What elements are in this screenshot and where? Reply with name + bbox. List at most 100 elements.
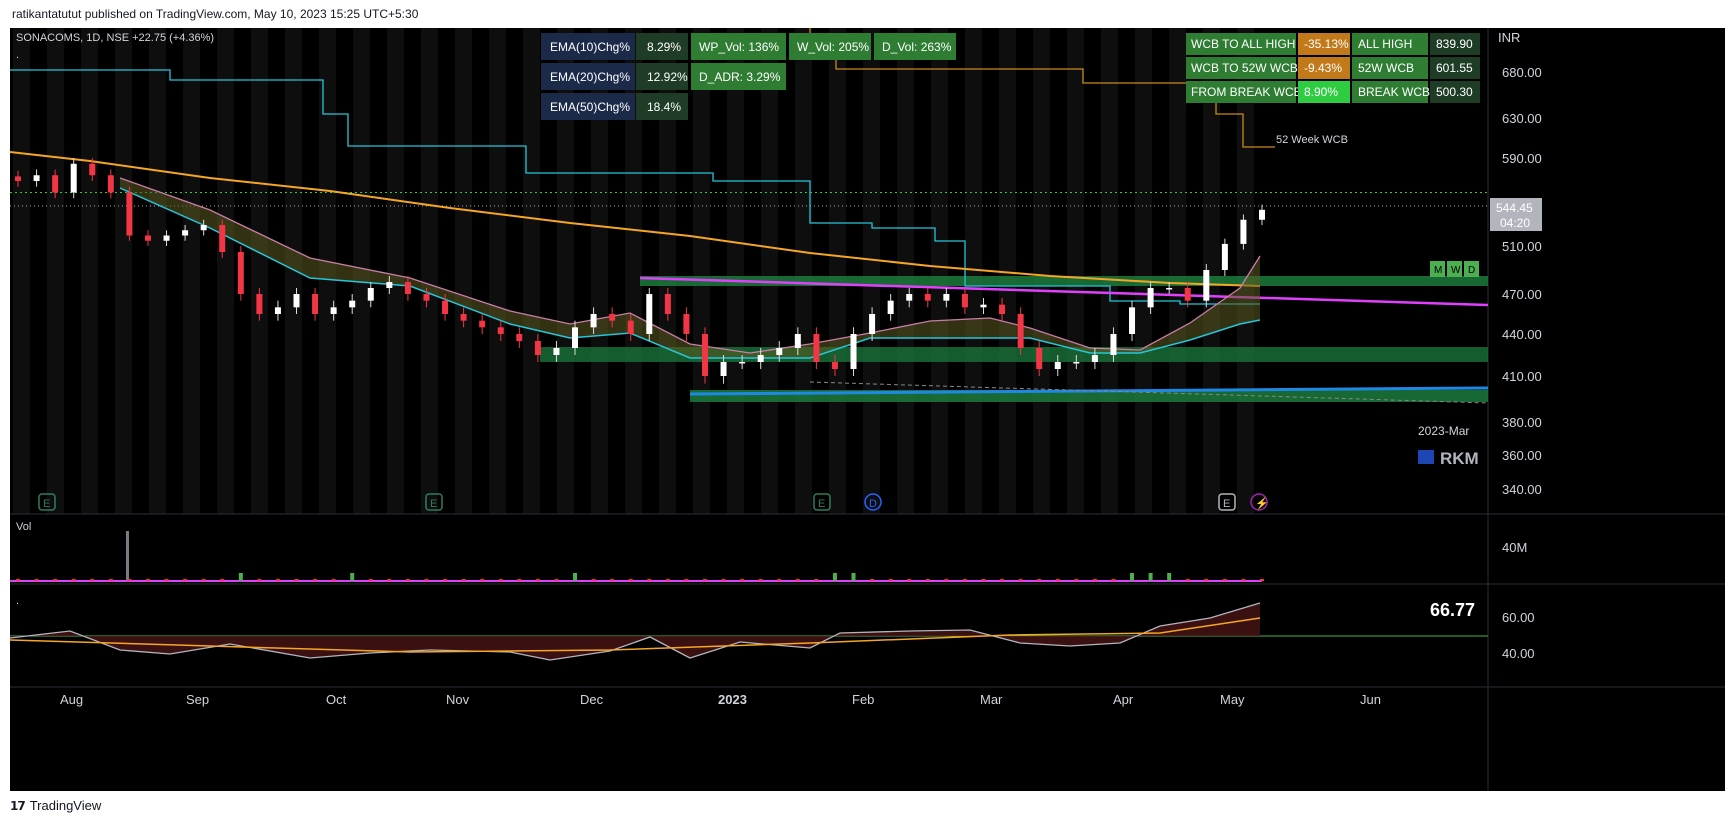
vol-bar xyxy=(832,573,837,581)
wcb-stat-label-cell xyxy=(1186,57,1296,79)
candle xyxy=(423,294,430,301)
vol-bar xyxy=(795,579,800,581)
event-marker-icon xyxy=(1250,493,1268,511)
vol-bar xyxy=(610,579,615,581)
x-axis-label: Sep xyxy=(186,692,209,707)
candle xyxy=(479,320,486,328)
vol-bar xyxy=(721,579,726,581)
candle xyxy=(33,175,40,181)
osc-title: . xyxy=(16,595,19,607)
candle xyxy=(590,314,597,328)
wcb-stat-value: 500.30 xyxy=(1436,85,1473,99)
week52-wcb-label: 52 Week WCB xyxy=(1276,134,1348,146)
candle xyxy=(1184,288,1191,301)
event-marker-label: D xyxy=(869,498,877,510)
tradingview-logo-icon: 𝟭𝟳 xyxy=(10,798,26,813)
vol-bar xyxy=(480,579,485,581)
vol-bar xyxy=(1204,579,1209,581)
bg-stripe xyxy=(489,28,506,514)
vol-bar xyxy=(424,579,429,581)
vol-bar xyxy=(331,579,336,581)
footer: 𝟭𝟳 TradingView xyxy=(10,798,101,813)
event-marker-label: E xyxy=(43,498,50,510)
bg-stripe xyxy=(217,28,234,514)
mwd-badge-label: D xyxy=(1468,265,1475,276)
candle xyxy=(553,348,560,355)
candle xyxy=(163,235,170,241)
vol-bar xyxy=(870,579,875,581)
period-label: 2023-Mar xyxy=(1418,424,1469,438)
bg-stripe xyxy=(829,28,846,514)
bg-stripe xyxy=(557,28,574,514)
bg-stripe xyxy=(183,28,200,514)
candle xyxy=(89,163,96,176)
candle xyxy=(293,294,300,308)
candle xyxy=(980,304,987,308)
candle xyxy=(813,334,820,362)
vol-bar xyxy=(1167,573,1172,581)
vol-bar xyxy=(1018,579,1023,581)
bg-stripe xyxy=(1033,28,1050,514)
wcb-stat-value-cell xyxy=(1430,33,1480,55)
bg-stripe xyxy=(693,28,710,514)
bg-stripe xyxy=(1135,28,1152,514)
vol-bar xyxy=(498,579,503,581)
bg-stripe xyxy=(897,28,914,514)
vol-bar xyxy=(535,579,540,581)
x-axis-label: Oct xyxy=(326,692,347,707)
price-tick-label: 340.00 xyxy=(1502,482,1542,497)
candle xyxy=(831,362,838,369)
candle xyxy=(906,294,913,301)
candle xyxy=(924,294,931,301)
ema-stat-value: 12.92% xyxy=(647,70,688,84)
wcb-stat-label: WCB TO 52W WCB xyxy=(1191,61,1298,75)
wcb-stat-key: ALL HIGH xyxy=(1358,37,1412,51)
candle xyxy=(1036,348,1043,369)
vol-bar xyxy=(313,579,318,581)
candle xyxy=(701,334,708,376)
wcb-stat-value-cell xyxy=(1430,57,1480,79)
legend-sub: . xyxy=(16,49,19,61)
vol-bar xyxy=(461,579,466,581)
candle xyxy=(460,314,467,321)
vol-bar xyxy=(517,579,522,581)
bg-stripe xyxy=(1067,28,1084,514)
wcb-stat-key: BREAK WCB xyxy=(1358,85,1430,99)
osc-line xyxy=(10,602,1261,661)
osc-fill xyxy=(10,603,1260,660)
bg-stripe xyxy=(285,28,302,514)
vol-bar xyxy=(925,579,930,581)
candle xyxy=(1221,243,1228,270)
candle xyxy=(1054,362,1061,369)
chart-container[interactable]: 680.00630.00590.00550.00510.00470.00440.… xyxy=(10,28,1725,791)
vol-bar xyxy=(591,579,596,581)
candle xyxy=(869,314,876,334)
candle xyxy=(182,230,189,236)
vol-bar xyxy=(1185,579,1190,581)
vol-bar xyxy=(405,579,410,581)
chart-canvas[interactable]: 680.00630.00590.00550.00510.00470.00440.… xyxy=(10,28,1725,791)
event-marker-icon xyxy=(864,493,882,511)
adr-stat-label: D_ADR: 3.29% xyxy=(699,70,781,84)
bg-stripe xyxy=(591,28,608,514)
candle xyxy=(776,348,783,355)
vol-bar xyxy=(1260,579,1264,581)
candle xyxy=(1166,288,1173,290)
vol-stat-cell xyxy=(874,33,956,60)
vol-spike-bar xyxy=(126,531,129,581)
wcb-stat-label: FROM BREAK WCB xyxy=(1191,85,1302,99)
vol-bar xyxy=(443,579,448,581)
candle xyxy=(200,225,207,231)
candle xyxy=(627,320,634,334)
osc-axis-label: 40.00 xyxy=(1502,646,1535,661)
osc-signal-line xyxy=(10,617,1261,653)
currency-label: INR xyxy=(1498,30,1520,45)
wcb-stat-pct: -9.43% xyxy=(1304,61,1342,75)
footer-brand[interactable]: TradingView xyxy=(29,798,102,813)
last-price-tag xyxy=(1490,198,1542,231)
candle xyxy=(274,307,281,314)
vol-bar xyxy=(145,579,150,581)
vol-bar xyxy=(90,579,95,581)
candle xyxy=(999,304,1006,314)
event-marker-label: E xyxy=(818,498,825,510)
